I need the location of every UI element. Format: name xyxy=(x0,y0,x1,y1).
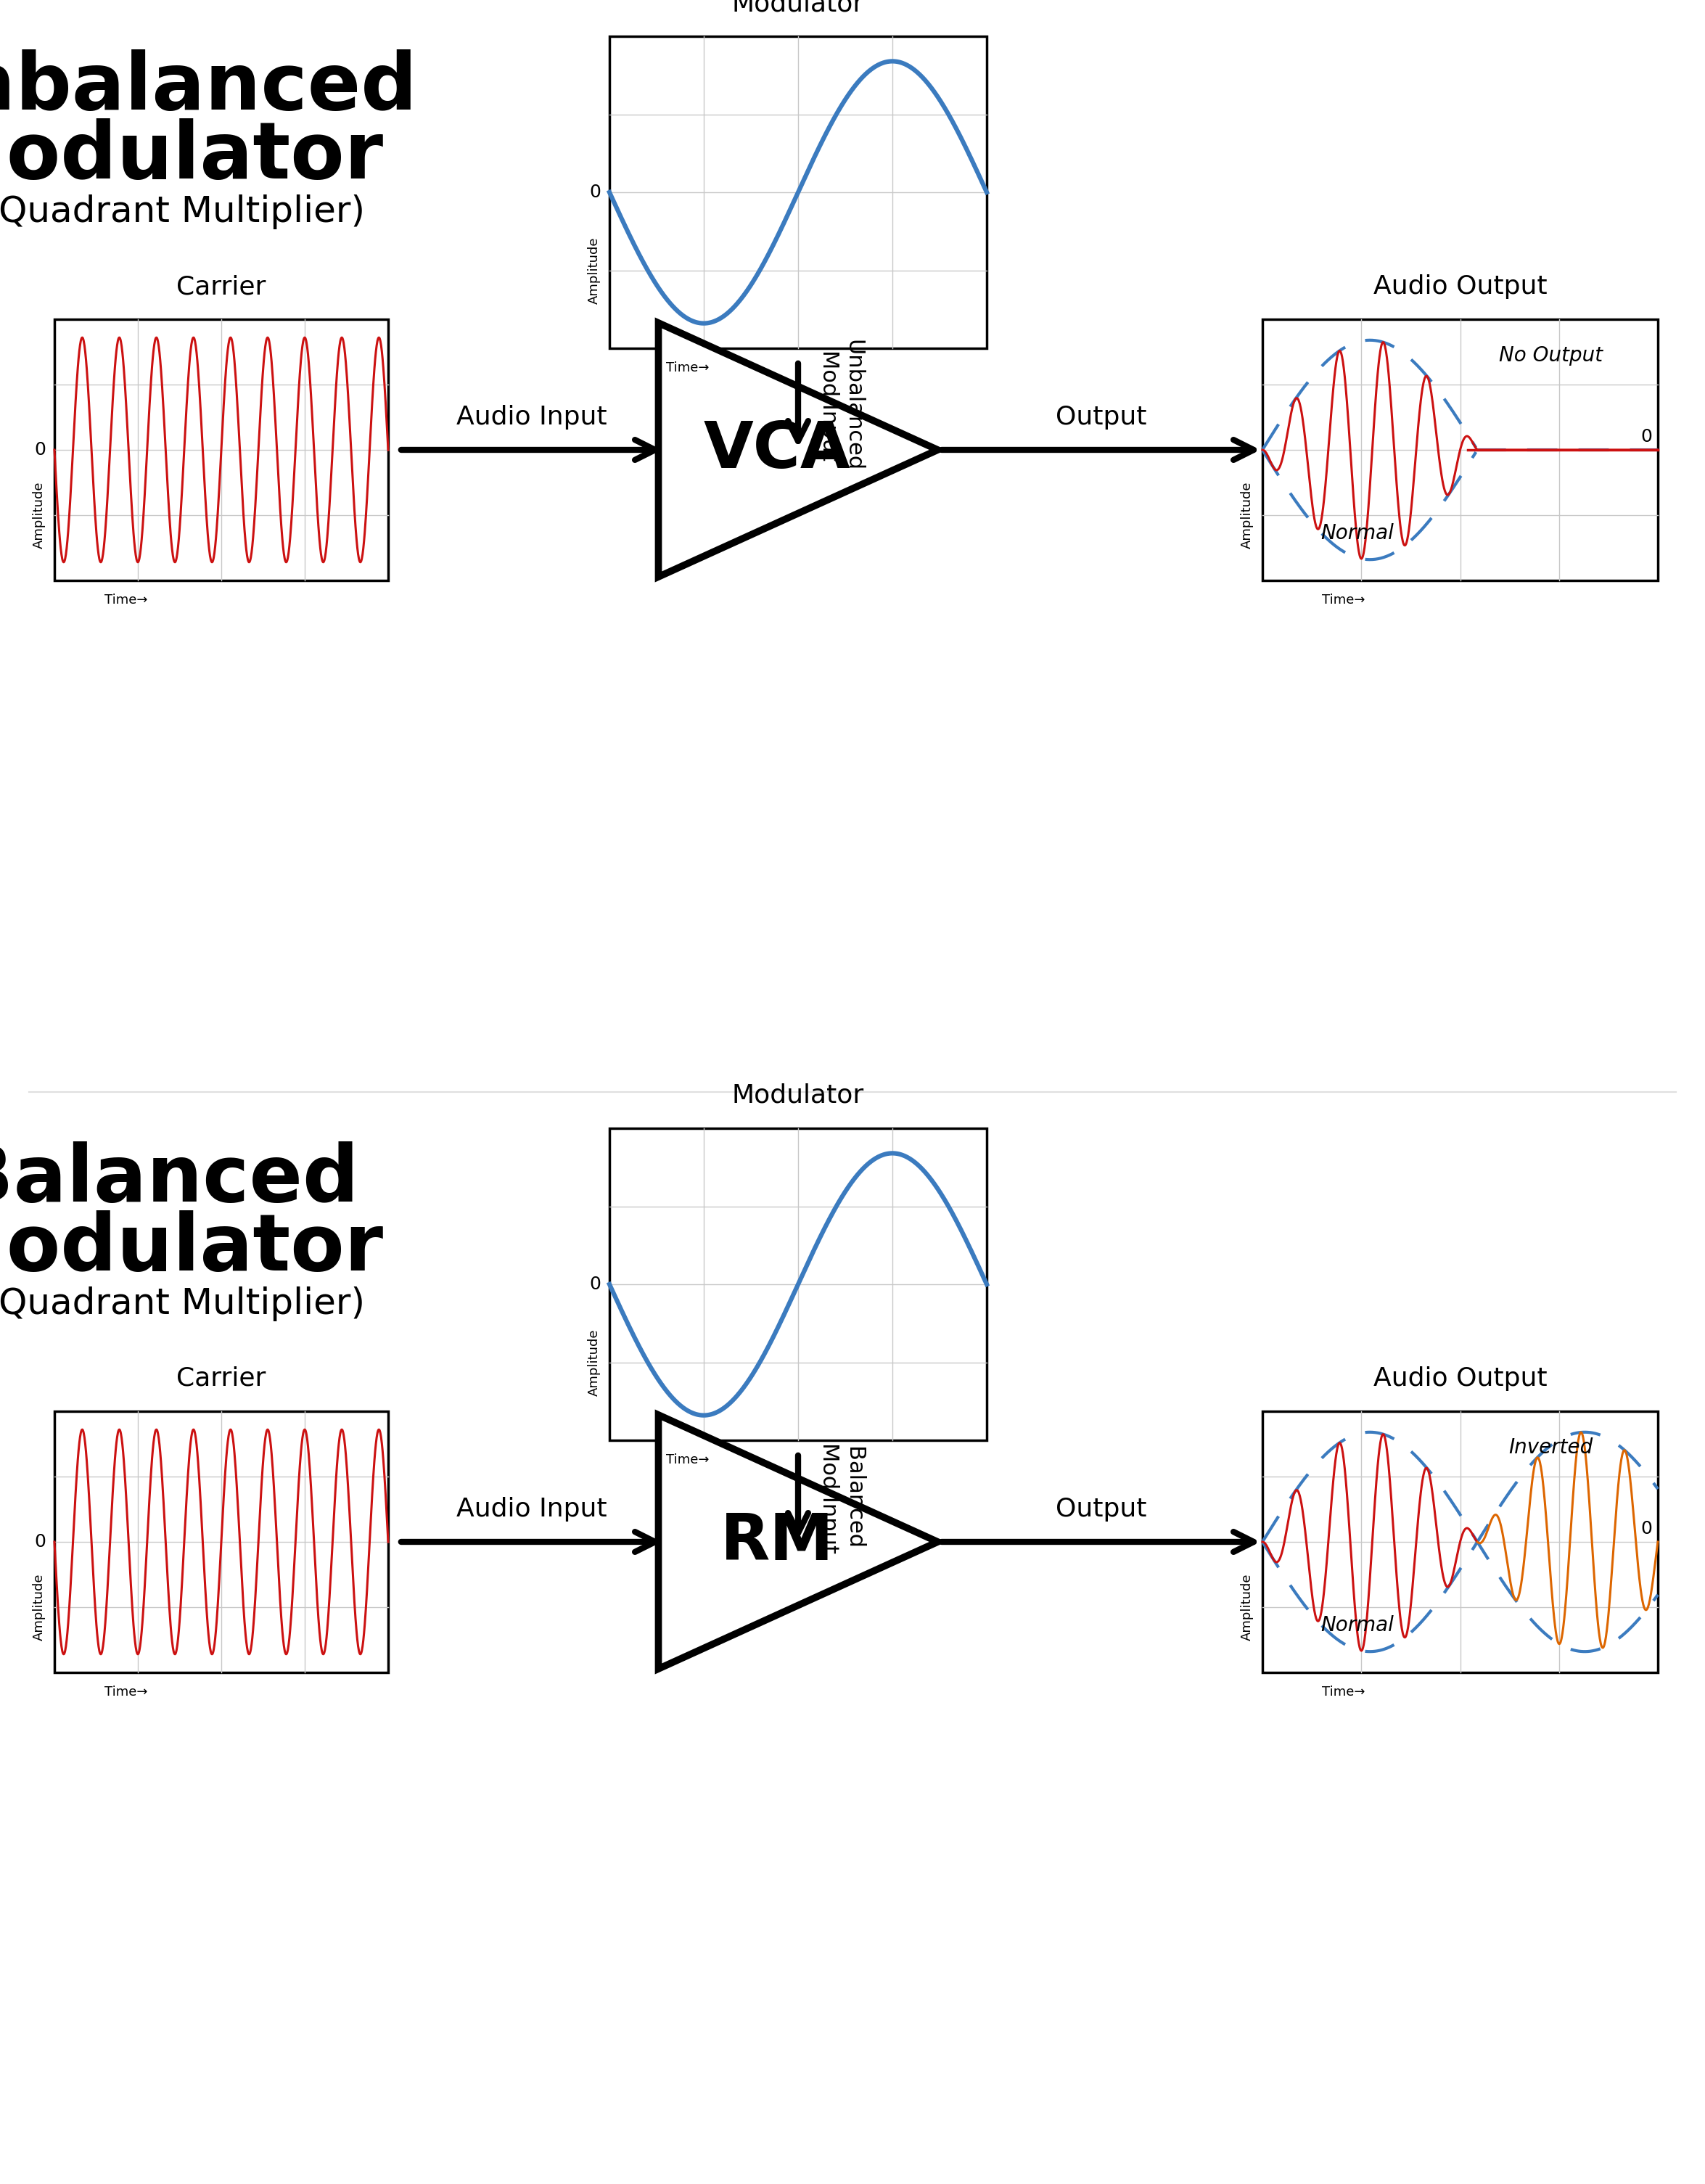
Text: Time→: Time→ xyxy=(104,594,148,607)
Text: No Output: No Output xyxy=(1499,345,1603,365)
Text: Balanced: Balanced xyxy=(0,1142,358,1219)
Text: Inverted: Inverted xyxy=(1509,1437,1592,1457)
Bar xyxy=(55,1411,389,1673)
Text: Audio Input: Audio Input xyxy=(457,404,607,430)
Text: 0: 0 xyxy=(1640,428,1652,446)
Bar xyxy=(1262,319,1657,581)
Polygon shape xyxy=(658,1415,938,1669)
Text: Balanced
Mod Input: Balanced Mod Input xyxy=(818,1441,864,1553)
Text: Time→: Time→ xyxy=(667,1452,709,1465)
Text: Modulator: Modulator xyxy=(731,1083,864,1107)
Text: Amplitude: Amplitude xyxy=(588,1328,600,1396)
Text: Audio Output: Audio Output xyxy=(1373,1367,1546,1391)
Text: Amplitude: Amplitude xyxy=(32,1575,46,1640)
Text: Output: Output xyxy=(1055,404,1146,430)
Text: Modulator: Modulator xyxy=(0,1210,384,1286)
Text: Time→: Time→ xyxy=(104,1686,148,1699)
Text: Unbalanced
Mod Input: Unbalanced Mod Input xyxy=(818,341,864,472)
Text: Time→: Time→ xyxy=(667,360,709,373)
Bar xyxy=(55,319,389,581)
Text: Time→: Time→ xyxy=(1321,594,1366,607)
Text: Amplitude: Amplitude xyxy=(1241,1575,1253,1640)
Text: Audio Input: Audio Input xyxy=(457,1496,607,1522)
Text: 0: 0 xyxy=(34,1533,46,1551)
Text: Audio Output: Audio Output xyxy=(1373,275,1546,299)
Text: Carrier: Carrier xyxy=(177,1367,266,1391)
Bar xyxy=(609,37,987,347)
Text: Modulator: Modulator xyxy=(0,118,384,194)
Bar xyxy=(609,1129,987,1439)
Text: RM: RM xyxy=(720,1511,834,1572)
Text: 0: 0 xyxy=(590,183,600,201)
Text: Unbalanced: Unbalanced xyxy=(0,50,416,127)
Text: 0: 0 xyxy=(1640,1520,1652,1538)
Text: Normal: Normal xyxy=(1321,522,1395,544)
Text: Carrier: Carrier xyxy=(177,275,266,299)
Text: VCA: VCA xyxy=(704,419,851,480)
Text: Output: Output xyxy=(1055,1496,1146,1522)
Text: (2-Quadrant Multiplier): (2-Quadrant Multiplier) xyxy=(0,194,365,229)
Text: Amplitude: Amplitude xyxy=(1241,483,1253,548)
Text: Normal: Normal xyxy=(1321,1614,1395,1636)
Text: Time→: Time→ xyxy=(1321,1686,1366,1699)
Text: Amplitude: Amplitude xyxy=(32,483,46,548)
Text: Modulator: Modulator xyxy=(731,0,864,15)
Text: 0: 0 xyxy=(34,441,46,459)
Text: 0: 0 xyxy=(590,1275,600,1293)
Text: Amplitude: Amplitude xyxy=(588,236,600,304)
Bar xyxy=(1262,1411,1657,1673)
Text: (4-Quadrant Multiplier): (4-Quadrant Multiplier) xyxy=(0,1286,365,1321)
Polygon shape xyxy=(658,323,938,577)
